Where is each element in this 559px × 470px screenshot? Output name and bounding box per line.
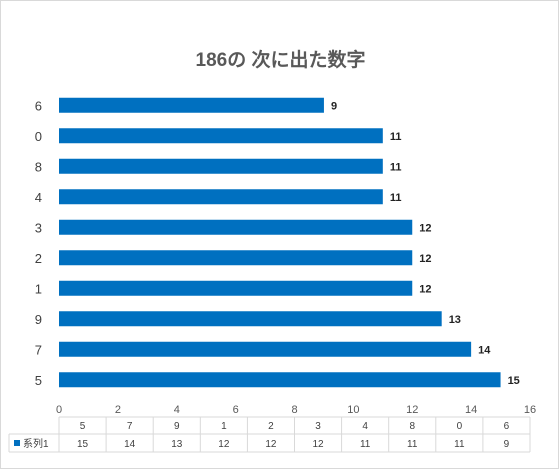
chart-title: 186の 次に出た数字	[195, 50, 366, 71]
category-label-7: 7	[35, 342, 42, 357]
table-value-1: 12	[218, 439, 230, 450]
bar-8	[59, 158, 383, 174]
bar-2	[59, 250, 413, 266]
data-label-7: 14	[478, 344, 491, 356]
data-label-1: 12	[419, 283, 431, 295]
table-header-0: 0	[457, 421, 463, 432]
x-tick-0: 0	[56, 404, 62, 416]
data-label-3: 12	[419, 222, 431, 234]
table-header-7: 7	[127, 421, 133, 432]
table-value-5: 15	[77, 439, 89, 450]
x-tick-10: 10	[347, 404, 359, 416]
table-header-5: 5	[80, 421, 86, 432]
table-header-9: 9	[174, 421, 180, 432]
bar-5	[59, 372, 501, 388]
table-header-6: 6	[504, 421, 510, 432]
table-value-0: 11	[454, 439, 465, 450]
data-label-4: 11	[390, 192, 402, 204]
table-value-7: 14	[124, 439, 136, 450]
table-value-9: 13	[171, 439, 183, 450]
table-header-1: 1	[221, 421, 227, 432]
x-tick-4: 4	[174, 404, 180, 416]
category-label-5: 5	[35, 373, 42, 388]
bar-4	[59, 189, 383, 205]
bar-6	[59, 97, 324, 113]
data-label-6: 9	[331, 100, 337, 112]
x-tick-16: 16	[524, 404, 536, 416]
category-label-9: 9	[35, 312, 42, 327]
table-value-4: 11	[360, 439, 371, 450]
legend-series-name: 系列1	[23, 437, 49, 450]
table-header-4: 4	[362, 421, 368, 432]
category-label-4: 4	[35, 190, 42, 205]
bar-0	[59, 128, 383, 144]
table-value-3: 12	[312, 439, 324, 450]
bar-3	[59, 219, 413, 235]
category-label-8: 8	[35, 159, 42, 174]
x-tick-8: 8	[291, 404, 297, 416]
data-label-8: 11	[390, 161, 402, 173]
legend-key	[14, 440, 20, 446]
category-label-0: 0	[35, 129, 42, 144]
x-tick-12: 12	[406, 404, 418, 416]
category-label-3: 3	[35, 220, 42, 235]
category-label-2: 2	[35, 251, 42, 266]
bar-9	[59, 311, 442, 327]
table-header-8: 8	[409, 421, 415, 432]
data-label-5: 15	[508, 375, 520, 387]
x-tick-6: 6	[233, 404, 239, 416]
table-value-8: 11	[407, 439, 418, 450]
table-header-3: 3	[315, 421, 321, 432]
data-label-9: 13	[449, 314, 461, 326]
bar-1	[59, 280, 413, 296]
x-tick-14: 14	[465, 404, 477, 416]
table-value-6: 9	[504, 439, 510, 450]
data-label-2: 12	[419, 253, 431, 265]
data-label-0: 11	[390, 131, 402, 143]
bar-7	[59, 341, 472, 357]
table-header-2: 2	[268, 421, 274, 432]
category-label-6: 6	[35, 98, 42, 113]
category-label-1: 1	[35, 281, 42, 296]
x-tick-2: 2	[115, 404, 121, 416]
table-value-2: 12	[265, 439, 277, 450]
